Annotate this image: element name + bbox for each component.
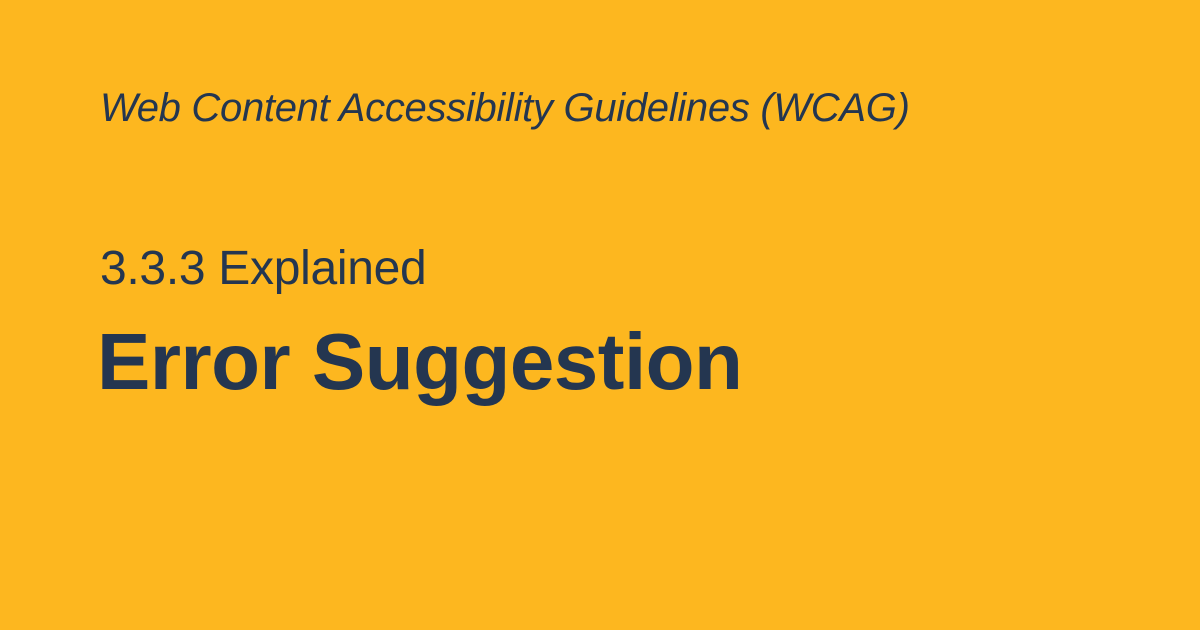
criterion-subtitle: 3.3.3 Explained bbox=[100, 242, 427, 295]
guidelines-kicker: Web Content Accessibility Guidelines (WC… bbox=[100, 86, 910, 130]
page-title: Error Suggestion bbox=[97, 317, 743, 406]
